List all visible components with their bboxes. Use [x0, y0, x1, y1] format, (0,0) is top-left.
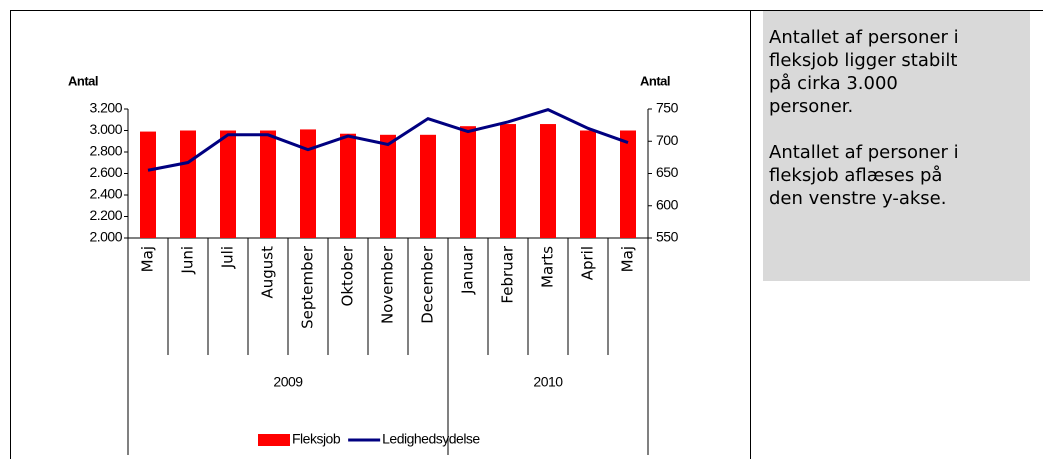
y-tick-label: 3.200 — [89, 100, 122, 116]
panel-text: Antallet af personer i — [769, 27, 959, 48]
bar — [500, 124, 516, 238]
bar — [380, 134, 396, 238]
x-tick-label: Oktober — [339, 245, 357, 306]
text-panel — [763, 11, 1030, 281]
panel-text: på cirka 3.000 — [769, 73, 898, 94]
bar — [420, 134, 436, 238]
y2-tick-label: 750 — [656, 100, 679, 116]
bar — [620, 130, 636, 238]
y2-axis-label: Antal — [640, 73, 670, 88]
x-group-label: 2010 — [533, 374, 563, 390]
x-tick-label: Maj — [139, 246, 157, 272]
bar — [180, 130, 196, 238]
x-tick-label: Februar — [499, 245, 517, 303]
y-tick-label: 2.600 — [89, 164, 122, 180]
x-tick-label: Marts — [539, 246, 557, 288]
y-axis-label: Antal — [68, 73, 98, 88]
bar — [540, 124, 556, 238]
bar — [260, 130, 276, 238]
y-tick-label: 2.200 — [89, 207, 122, 223]
x-tick-label: Maj — [619, 246, 637, 272]
y2-tick-label: 600 — [656, 196, 679, 212]
bar — [340, 133, 356, 238]
bar — [460, 126, 476, 238]
panel-text: fleksjob aflæses på — [769, 165, 942, 186]
x-tick-label: Juni — [179, 246, 197, 275]
panel-text: Antallet af personer i — [769, 142, 959, 163]
x-tick-label: November — [379, 245, 397, 324]
bar — [580, 130, 596, 238]
y2-tick-label: 550 — [656, 229, 679, 245]
x-tick-label: April — [579, 246, 597, 280]
legend-label: Ledighedsydelse — [382, 431, 480, 447]
x-tick-label: August — [259, 246, 277, 299]
x-tick-label: December — [419, 245, 437, 324]
line — [147, 108, 629, 172]
y-tick-label: 3.000 — [89, 121, 122, 137]
x-tick-label: Juli — [219, 246, 237, 269]
y-tick-label: 2.000 — [89, 229, 122, 245]
panel-text: fleksjob ligger stabilt — [769, 50, 957, 71]
panel-text: personer. — [769, 96, 853, 117]
x-group-label: 2009 — [273, 374, 303, 390]
panel-text: den venstre y-akse. — [769, 188, 946, 209]
bar — [220, 130, 236, 238]
x-tick-label: Januar — [459, 245, 477, 295]
legend-label: Fleksjob — [292, 431, 341, 447]
bar — [300, 129, 316, 238]
x-tick-label: September — [299, 245, 317, 329]
legend-swatch — [258, 434, 290, 446]
y-tick-label: 2.800 — [89, 143, 122, 159]
y2-tick-label: 650 — [656, 164, 679, 180]
y-tick-label: 2.400 — [89, 186, 122, 202]
y2-tick-label: 700 — [656, 132, 679, 148]
bar — [140, 131, 156, 238]
